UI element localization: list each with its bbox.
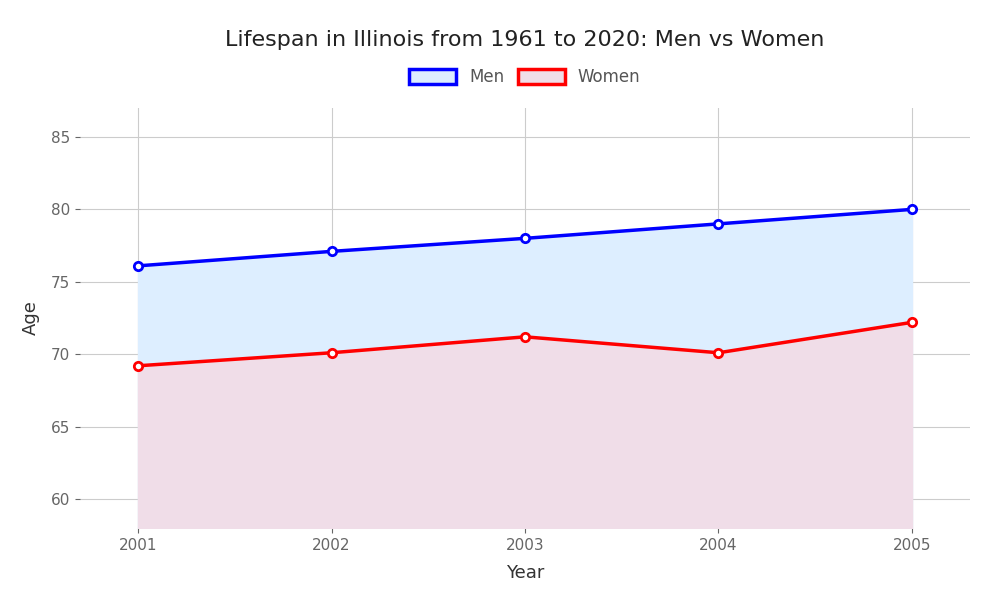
Y-axis label: Age: Age	[22, 301, 40, 335]
Legend: Men, Women: Men, Women	[403, 62, 647, 93]
X-axis label: Year: Year	[506, 564, 544, 582]
Title: Lifespan in Illinois from 1961 to 2020: Men vs Women: Lifespan in Illinois from 1961 to 2020: …	[225, 29, 825, 49]
